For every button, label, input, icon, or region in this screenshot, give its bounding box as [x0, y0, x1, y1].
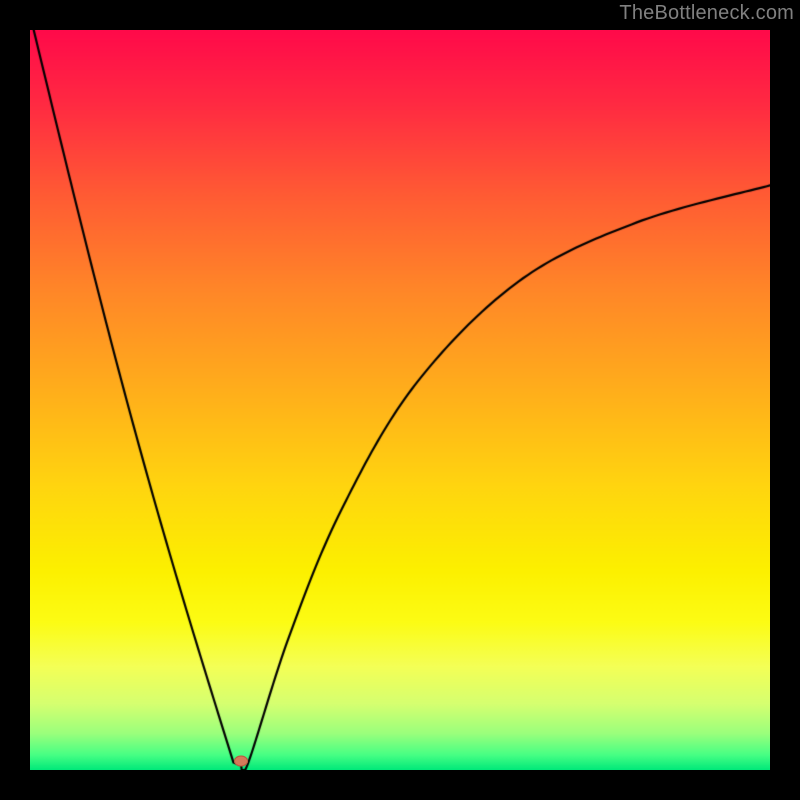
plot-area	[30, 30, 770, 770]
bottleneck-curve	[30, 30, 770, 770]
minimum-marker	[234, 756, 248, 767]
watermark-text: TheBottleneck.com	[619, 2, 794, 25]
